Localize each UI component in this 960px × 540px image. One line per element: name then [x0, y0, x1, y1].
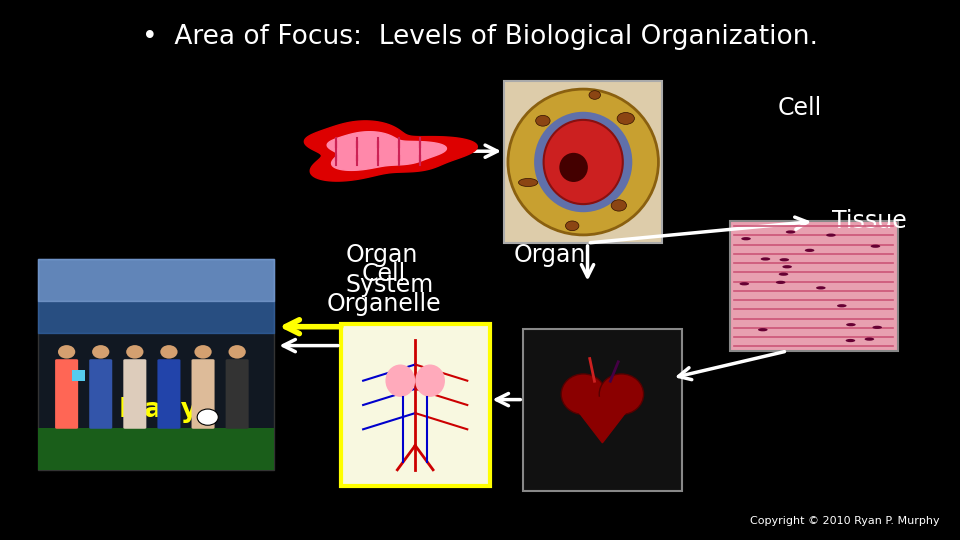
Text: •  Area of Focus:  Levels of Biological Organization.: • Area of Focus: Levels of Biological Or…	[142, 24, 818, 50]
Polygon shape	[304, 121, 477, 181]
Ellipse shape	[760, 258, 770, 261]
Bar	[72, 370, 85, 381]
FancyBboxPatch shape	[89, 359, 112, 429]
Ellipse shape	[415, 364, 444, 397]
Text: Cell
Organelle: Cell Organelle	[326, 262, 442, 315]
Bar	[730, 221, 898, 351]
Text: Organ
System: Organ System	[346, 243, 434, 296]
Ellipse shape	[804, 249, 814, 252]
Ellipse shape	[518, 178, 538, 186]
Ellipse shape	[846, 323, 855, 326]
FancyBboxPatch shape	[226, 359, 249, 429]
FancyBboxPatch shape	[123, 359, 146, 429]
Bar	[523, 329, 682, 491]
Ellipse shape	[837, 304, 847, 307]
Ellipse shape	[197, 409, 218, 426]
FancyBboxPatch shape	[157, 359, 180, 429]
Ellipse shape	[126, 345, 143, 359]
Polygon shape	[567, 397, 637, 443]
Ellipse shape	[780, 258, 789, 261]
Ellipse shape	[776, 281, 785, 284]
Ellipse shape	[565, 221, 579, 231]
Ellipse shape	[758, 328, 768, 332]
Ellipse shape	[786, 231, 796, 234]
Text: Organ: Organ	[514, 243, 586, 267]
Ellipse shape	[782, 265, 792, 268]
Text: Copyright © 2010 Ryan P. Murphy: Copyright © 2010 Ryan P. Murphy	[750, 516, 940, 526]
Ellipse shape	[560, 153, 588, 182]
Ellipse shape	[385, 364, 416, 397]
Ellipse shape	[534, 112, 633, 212]
Ellipse shape	[779, 273, 788, 276]
Ellipse shape	[617, 112, 635, 124]
Ellipse shape	[562, 374, 606, 415]
Bar	[504, 81, 662, 243]
Polygon shape	[327, 132, 446, 171]
Bar	[341, 324, 490, 486]
Ellipse shape	[741, 237, 751, 240]
Text: Tissue: Tissue	[832, 210, 907, 233]
Ellipse shape	[58, 345, 75, 359]
Ellipse shape	[827, 233, 836, 237]
Ellipse shape	[612, 200, 627, 211]
Ellipse shape	[816, 286, 826, 289]
Ellipse shape	[228, 345, 246, 359]
Ellipse shape	[543, 120, 623, 204]
Bar	[38, 428, 274, 470]
Ellipse shape	[160, 345, 178, 359]
Ellipse shape	[194, 345, 211, 359]
Ellipse shape	[599, 374, 643, 415]
Ellipse shape	[589, 91, 601, 99]
Bar	[38, 259, 274, 470]
Ellipse shape	[739, 282, 749, 286]
FancyBboxPatch shape	[191, 359, 214, 429]
Ellipse shape	[865, 338, 875, 341]
Text: Cell: Cell	[778, 96, 822, 120]
Ellipse shape	[508, 89, 659, 235]
FancyBboxPatch shape	[55, 359, 78, 429]
Ellipse shape	[536, 116, 550, 126]
Text: Many
Systems: Many Systems	[96, 397, 221, 453]
Ellipse shape	[846, 339, 855, 342]
Ellipse shape	[871, 245, 880, 248]
Ellipse shape	[873, 326, 882, 329]
Ellipse shape	[92, 345, 109, 359]
